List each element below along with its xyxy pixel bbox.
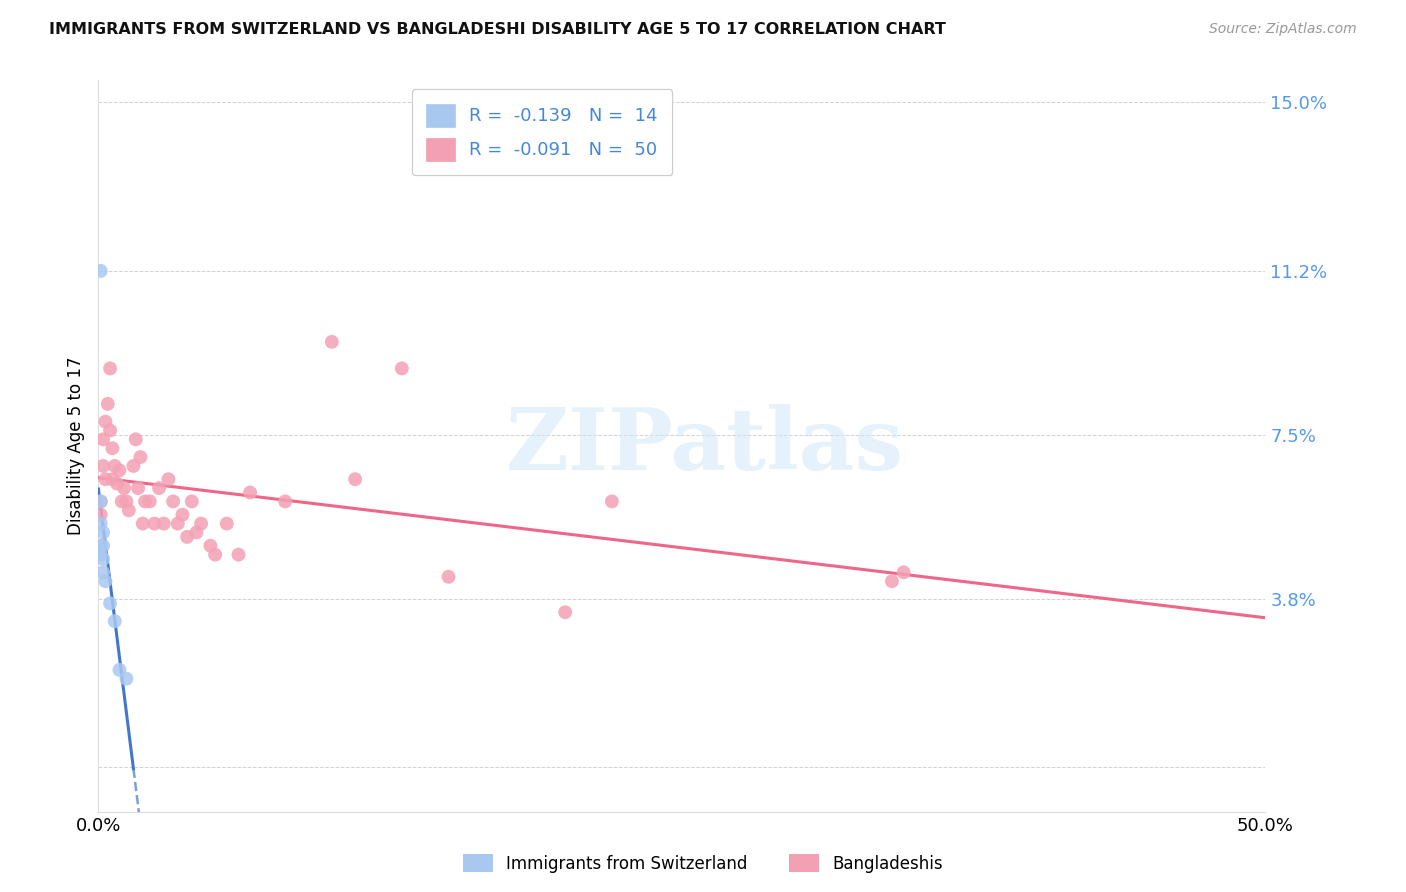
Point [90,494,112,508]
Point [134,494,156,508]
Legend: Immigrants from Switzerland, Bangladeshis: Immigrants from Switzerland, Bangladeshi… [456,847,950,880]
Point [172,508,194,522]
Point [90,516,112,531]
Point [115,494,138,508]
Point [190,516,212,531]
Point [90,508,112,522]
Point [129,450,152,464]
Point [600,494,623,508]
Text: Source: ZipAtlas.com: Source: ZipAtlas.com [1209,22,1357,37]
Point [132,516,155,531]
Point [108,463,131,477]
Legend: R =  -0.139   N =  14, R =  -0.091   N =  50: R = -0.139 N = 14, R = -0.091 N = 50 [412,89,672,176]
Point [139,494,162,508]
Point [176,530,198,544]
Point [90,548,112,562]
Text: IMMIGRANTS FROM SWITZERLAND VS BANGLADESHI DISABILITY AGE 5 TO 17 CORRELATION CH: IMMIGRANTS FROM SWITZERLAND VS BANGLADES… [49,22,946,37]
Point [118,503,141,517]
Point [91,566,114,580]
Point [880,574,903,589]
Point [228,548,250,562]
Point [91,433,114,447]
Point [98,596,121,610]
Point [321,334,343,349]
Point [554,605,576,619]
Point [239,485,262,500]
Point [90,264,112,278]
Point [91,525,114,540]
Point [125,433,148,447]
Point [98,424,121,438]
Point [127,481,149,495]
Point [91,552,114,566]
Point [91,539,114,553]
Point [166,516,188,531]
Point [101,441,124,455]
Text: ZIPatlas: ZIPatlas [506,404,904,488]
Point [94,472,117,486]
Point [148,481,170,495]
Point [186,525,208,540]
Point [274,494,297,508]
Point [200,539,222,553]
Point [143,516,166,531]
Point [104,614,127,628]
Point [157,472,180,486]
Point [112,481,135,495]
Point [90,494,112,508]
Point [204,548,226,562]
Point [98,361,121,376]
Point [391,361,413,376]
Point [152,516,174,531]
Point [122,458,145,473]
Point [180,494,202,508]
Point [94,574,117,589]
Point [105,476,128,491]
Point [437,570,460,584]
Point [162,494,184,508]
Point [893,566,915,580]
Point [344,472,367,486]
Y-axis label: Disability Age 5 to 17: Disability Age 5 to 17 [66,357,84,535]
Point [91,458,114,473]
Point [111,494,134,508]
Point [108,663,131,677]
Point [101,472,124,486]
Point [97,397,120,411]
Point [115,672,138,686]
Point [90,539,112,553]
Point [104,458,127,473]
Point [215,516,238,531]
Point [94,415,117,429]
